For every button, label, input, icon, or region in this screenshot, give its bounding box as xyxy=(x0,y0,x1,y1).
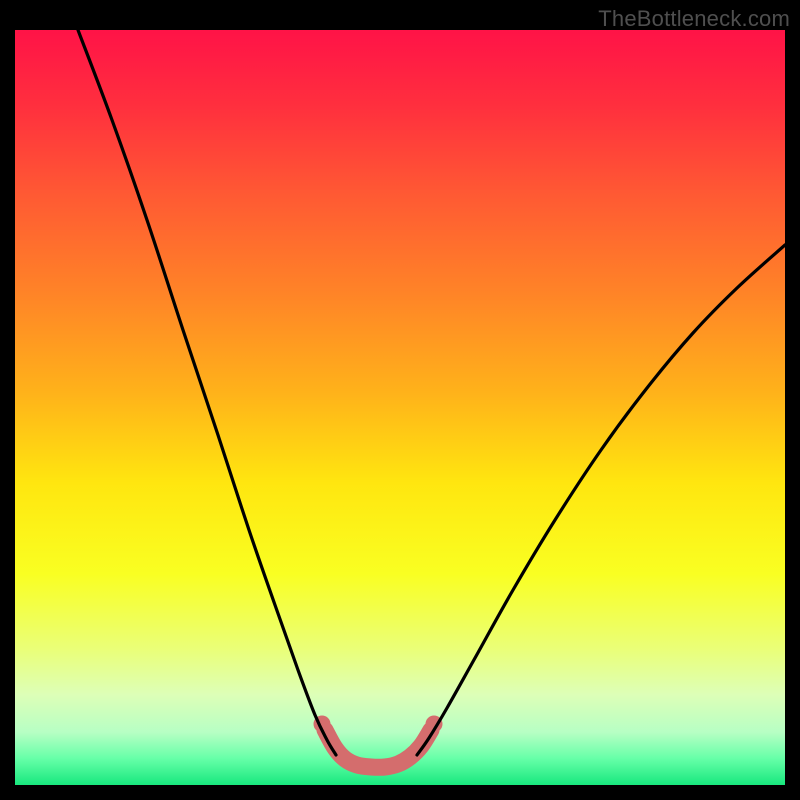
valley-marker-curve xyxy=(325,730,431,767)
watermark-text: TheBottleneck.com xyxy=(598,6,790,32)
bottleneck-curve-right xyxy=(417,245,785,755)
bottleneck-curve-left xyxy=(78,30,336,755)
